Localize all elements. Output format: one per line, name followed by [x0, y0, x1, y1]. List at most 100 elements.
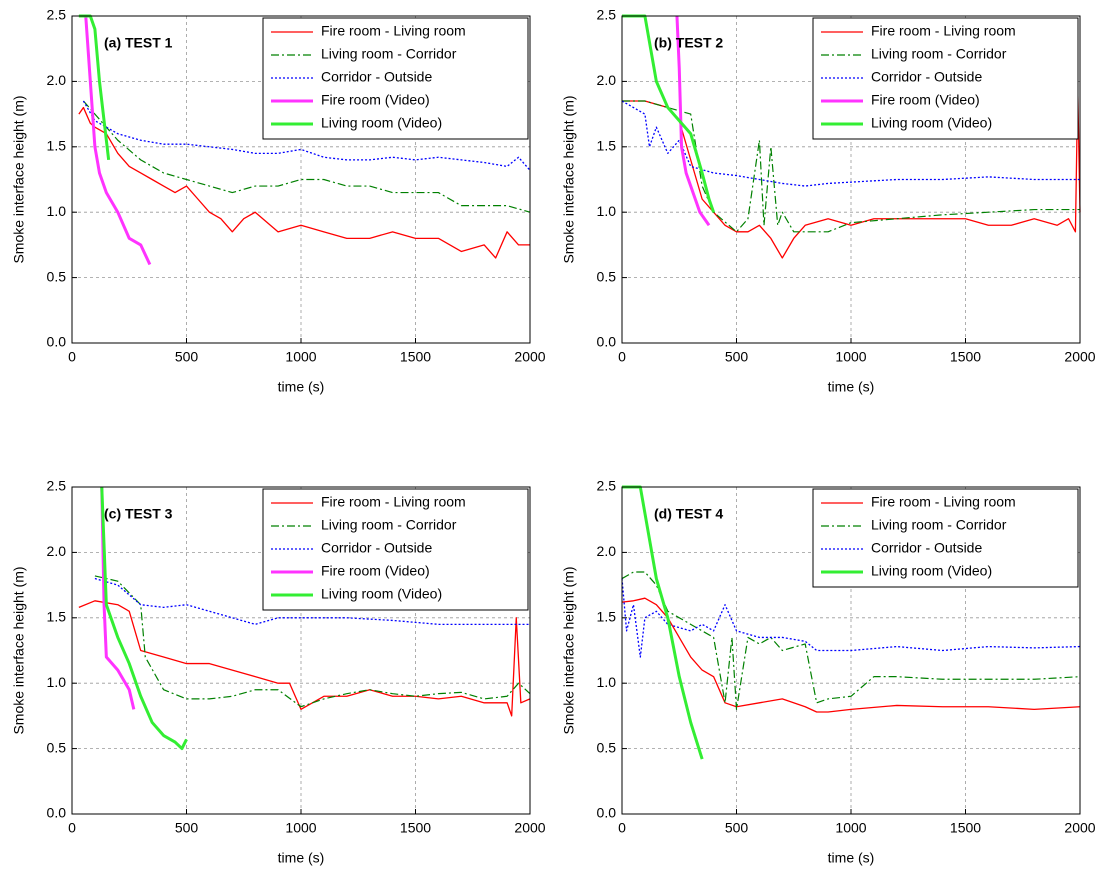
- x-tick-label: 2000: [1064, 820, 1095, 836]
- x-axis-label: time (s): [278, 379, 325, 395]
- y-tick-label: 1.5: [597, 138, 617, 154]
- x-tick-label: 500: [175, 349, 199, 365]
- series-line: [84, 15, 152, 266]
- x-tick-label: 1000: [835, 820, 866, 836]
- series-line: [82, 100, 531, 213]
- legend-label: Living room (Video): [321, 115, 442, 131]
- y-axis-label: Smoke interface height (m): [11, 95, 27, 263]
- y-tick-label: 2.0: [597, 72, 617, 88]
- x-tick-label: 0: [618, 820, 626, 836]
- panel-title: (d) TEST 4: [654, 506, 723, 522]
- y-tick-label: 2.0: [47, 543, 67, 559]
- series-line: [621, 578, 1081, 658]
- y-axis-label: Smoke interface height (m): [561, 566, 577, 734]
- legend-label: Fire room (Video): [321, 92, 430, 108]
- y-tick-label: 1.0: [47, 203, 67, 219]
- y-tick-label: 1.5: [597, 609, 617, 625]
- x-tick-label: 1000: [285, 820, 316, 836]
- series-line: [94, 577, 530, 625]
- legend-label: Corridor - Outside: [321, 540, 432, 556]
- series-line: [78, 106, 530, 259]
- legend-label: Fire room (Video): [871, 92, 980, 108]
- plot-frame: [621, 15, 1081, 344]
- y-axis-label: Smoke interface height (m): [561, 95, 577, 263]
- y-tick-label: 1.0: [597, 203, 617, 219]
- x-axis-label: time (s): [828, 379, 875, 395]
- panel-title: (c) TEST 3: [104, 506, 173, 522]
- y-tick-label: 0.0: [597, 805, 617, 821]
- x-tick-label: 500: [725, 820, 749, 836]
- x-tick-label: 500: [175, 820, 199, 836]
- y-tick-label: 1.0: [47, 674, 67, 690]
- y-tick-label: 0.0: [597, 334, 617, 350]
- series-line: [100, 486, 136, 710]
- y-tick-label: 2.5: [47, 7, 67, 23]
- legend-label: Fire room - Living room: [871, 494, 1016, 510]
- x-axis-label: time (s): [278, 850, 325, 866]
- y-tick-label: 0.5: [47, 739, 67, 755]
- y-tick-label: 0.5: [47, 268, 67, 284]
- series-line: [94, 575, 531, 708]
- x-tick-label: 1000: [285, 349, 316, 365]
- y-tick-label: 2.0: [597, 543, 617, 559]
- x-tick-label: 1500: [950, 820, 981, 836]
- legend-label: Corridor - Outside: [871, 69, 982, 85]
- panel-title: (a) TEST 1: [104, 35, 173, 51]
- x-tick-label: 0: [68, 820, 76, 836]
- panel-title: (b) TEST 2: [654, 35, 723, 51]
- x-tick-label: 1500: [950, 349, 981, 365]
- y-tick-label: 0.5: [597, 268, 617, 284]
- y-tick-label: 0.0: [47, 334, 67, 350]
- y-tick-label: 2.0: [47, 72, 67, 88]
- series-line: [621, 100, 1080, 187]
- series-line: [675, 15, 711, 227]
- subplot: 0 500 1000 1500 2000 0.0 0.5 1.0 1.5 2.0 2.5 (d) TE…: [561, 478, 1096, 866]
- series-line: [622, 100, 1080, 233]
- x-tick-label: 1000: [835, 349, 866, 365]
- x-tick-label: 0: [618, 349, 626, 365]
- legend-label: Living room (Video): [871, 115, 992, 131]
- plot-frame: [71, 15, 531, 344]
- plot-frame: [71, 486, 531, 815]
- legend-label: Fire room - Living room: [321, 23, 466, 39]
- y-tick-label: 2.5: [597, 478, 617, 494]
- y-tick-label: 0.5: [597, 739, 617, 755]
- x-axis-label: time (s): [828, 850, 875, 866]
- legend-label: Living room (Video): [321, 586, 442, 602]
- legend-label: Corridor - Outside: [871, 540, 982, 556]
- legend-label: Fire room - Living room: [321, 494, 466, 510]
- y-tick-label: 0.0: [47, 805, 67, 821]
- legend-label: Corridor - Outside: [321, 69, 432, 85]
- y-tick-label: 1.5: [47, 138, 67, 154]
- y-axis-label: Smoke interface height (m): [11, 566, 27, 734]
- series-line: [622, 14, 716, 213]
- plot-frame: [621, 486, 1081, 815]
- y-tick-label: 1.5: [47, 609, 67, 625]
- x-tick-label: 2000: [514, 349, 545, 365]
- series-line: [622, 87, 1081, 259]
- x-tick-label: 2000: [1064, 349, 1095, 365]
- x-tick-label: 500: [725, 349, 749, 365]
- subplot: 0 500 1000 1500 2000 0.0 0.5 1.0 1.5 2.0 2.5 (a) TE…: [11, 7, 546, 395]
- legend-label: Living room - Corridor: [871, 46, 1007, 62]
- y-tick-label: 2.5: [47, 478, 67, 494]
- legend-label: Fire room - Living room: [871, 23, 1016, 39]
- series-line: [100, 486, 188, 751]
- x-tick-label: 0: [68, 349, 76, 365]
- legend-label: Living room (Video): [871, 563, 992, 579]
- x-tick-label: 1500: [400, 349, 431, 365]
- x-tick-label: 1500: [400, 820, 431, 836]
- subplot: 0 500 1000 1500 2000 0.0 0.5 1.0 1.5 2.0 2.5 (c) TE…: [11, 478, 546, 866]
- series-line: [621, 597, 1081, 713]
- subplot: 0 500 1000 1500 2000 0.0 0.5 1.0 1.5 2.0 2.5 (b) TE…: [561, 7, 1096, 395]
- legend-label: Living room - Corridor: [321, 517, 457, 533]
- legend-label: Living room - Corridor: [871, 517, 1007, 533]
- series-line: [622, 485, 704, 760]
- legend-label: Fire room (Video): [321, 563, 430, 579]
- x-tick-label: 2000: [514, 820, 545, 836]
- series-line: [621, 571, 1081, 710]
- legend-label: Living room - Corridor: [321, 46, 457, 62]
- y-tick-label: 1.0: [597, 674, 617, 690]
- series-line: [82, 100, 531, 171]
